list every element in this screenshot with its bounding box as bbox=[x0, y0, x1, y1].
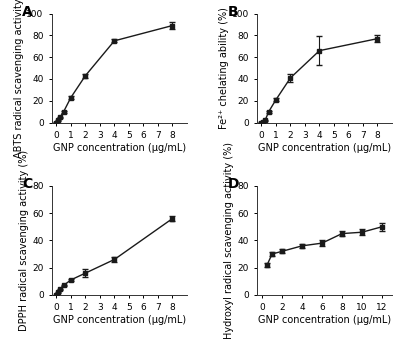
Text: B: B bbox=[227, 5, 238, 19]
Y-axis label: DPPH radical scavenging activity (%): DPPH radical scavenging activity (%) bbox=[19, 150, 29, 331]
Y-axis label: Fe²⁺ chelating ability (%): Fe²⁺ chelating ability (%) bbox=[219, 7, 229, 129]
X-axis label: GNP concentration (μg/mL): GNP concentration (μg/mL) bbox=[258, 143, 391, 153]
X-axis label: GNP concentration (μg/mL): GNP concentration (μg/mL) bbox=[258, 315, 391, 325]
Text: C: C bbox=[22, 177, 32, 191]
Y-axis label: Hydroxyl radical scavenging activity (%): Hydroxyl radical scavenging activity (%) bbox=[224, 142, 234, 339]
X-axis label: GNP concentration (μg/mL): GNP concentration (μg/mL) bbox=[53, 315, 186, 325]
Text: D: D bbox=[227, 177, 239, 191]
Text: A: A bbox=[22, 5, 33, 19]
X-axis label: GNP concentration (μg/mL): GNP concentration (μg/mL) bbox=[53, 143, 186, 153]
Y-axis label: ABTS radical scavenging activity (%): ABTS radical scavenging activity (%) bbox=[14, 0, 24, 158]
